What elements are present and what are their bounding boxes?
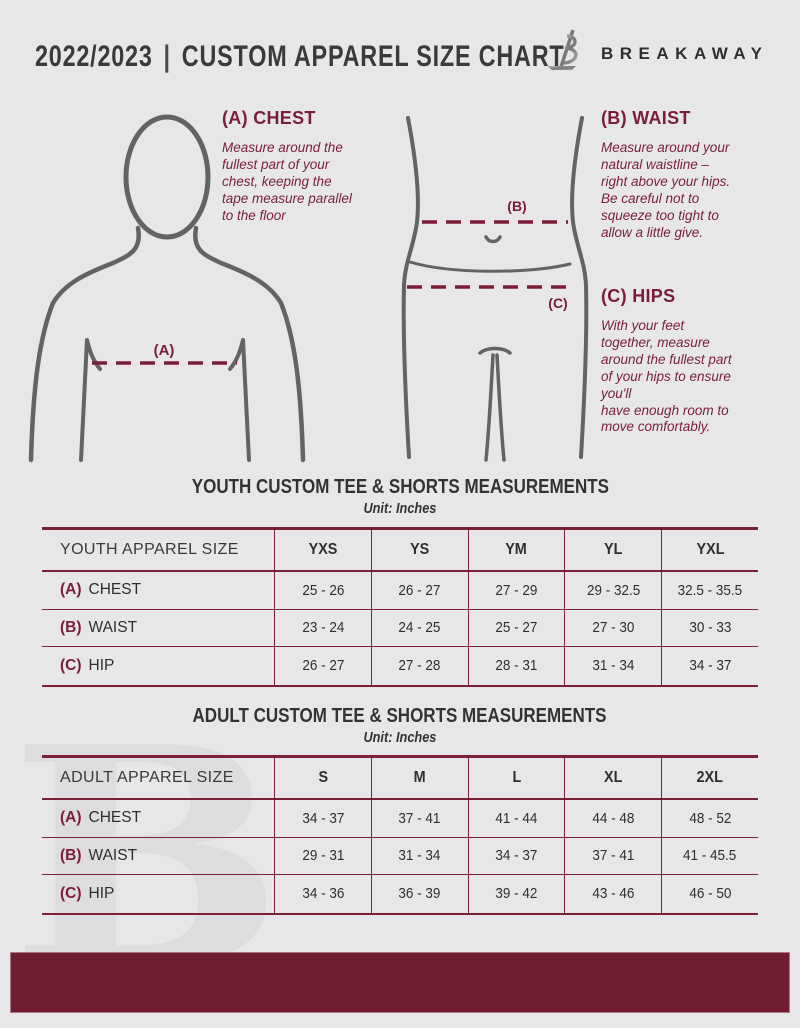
measurement-cell: 27 - 30 xyxy=(564,609,662,647)
title-year: 2022/2023 xyxy=(35,40,153,73)
measurement-cell: 39 - 42 xyxy=(467,875,565,913)
column-header-yxs: YXS xyxy=(274,530,371,572)
column-header-2xl: 2XL xyxy=(661,758,758,800)
figure-left-shoulder-arm xyxy=(28,225,142,463)
figure-left-inner-arm xyxy=(79,338,102,462)
column-header-xl: XL xyxy=(564,758,662,800)
measurement-cell: 48 - 52 xyxy=(661,800,758,838)
figure-right-torso-leg xyxy=(570,116,589,459)
lower-body-figure: (B) (C) xyxy=(401,116,589,462)
youth-unit-label: Unit: Inches xyxy=(363,500,437,517)
figure-left-inner-leg xyxy=(484,353,495,462)
waist-marker-label: (B) xyxy=(507,198,526,214)
measurement-cell: 34 - 37 xyxy=(274,800,371,838)
hips-guide: (C) HIPS With your feet together, measur… xyxy=(601,286,797,436)
measurement-cell: 34 - 37 xyxy=(467,837,565,875)
figure-waistband-curve xyxy=(408,260,572,273)
title-divider: | xyxy=(163,40,171,73)
measurement-cell: 29 - 32.5 xyxy=(564,572,662,610)
measurement-cell: 25 - 26 xyxy=(274,572,371,610)
youth-size-header: YOUTH APPAREL SIZE xyxy=(42,530,274,572)
footer-bar xyxy=(10,952,790,1013)
column-header-yl: YL xyxy=(564,530,662,572)
figure-crotch-curve xyxy=(478,346,512,355)
adult-section-title: ADULT CUSTOM TEE & SHORTS MEASUREMENTS xyxy=(192,705,608,727)
waist-guide-heading: (B) WAIST xyxy=(601,108,691,128)
measurement-cell: 36 - 39 xyxy=(370,875,468,913)
upper-body-figure: (A) xyxy=(28,114,306,463)
hips-guide-heading: (C) HIPS xyxy=(601,286,676,306)
page-title: 2022/2023 | CUSTOM APPAREL SIZE CHART xyxy=(35,40,714,74)
measurement-cell: 43 - 46 xyxy=(564,875,661,913)
measurement-cell: 46 - 50 xyxy=(661,875,758,913)
measurement-cell: 31 - 34 xyxy=(370,837,468,875)
youth-size-table: YOUTH APPAREL SIZE YXS YS YM YL YXL (A) C… xyxy=(42,527,758,687)
row-label-waist: (B) WAIST xyxy=(42,838,274,875)
adult-size-table: ADULT APPAREL SIZE S M L XL 2XL (A) CHEST… xyxy=(42,755,758,915)
figure-right-inner-arm xyxy=(228,338,251,462)
chest-guide-text: Measure around the fullest part of your … xyxy=(222,140,352,223)
figure-navel xyxy=(484,235,502,244)
measurement-cell: 26 - 27 xyxy=(274,647,371,685)
row-label-chest: (A) CHEST xyxy=(42,800,274,838)
row-label-hip: (C) HIP xyxy=(60,656,115,674)
row-label-waist: (B) WAIST xyxy=(42,610,274,647)
column-header-m: M xyxy=(370,758,468,800)
figure-right-inner-leg xyxy=(495,353,506,462)
measurement-cell: 24 - 25 xyxy=(370,609,468,647)
measurement-cell: 44 - 48 xyxy=(564,800,662,838)
breakaway-logo-icon xyxy=(547,29,578,70)
column-header-yxl: YXL xyxy=(661,530,758,572)
measurement-cell: 32.5 - 35.5 xyxy=(661,572,758,610)
waist-guide-text: Measure around your natural waistline – … xyxy=(601,140,731,240)
chest-guide: (A) CHEST Measure around the fullest par… xyxy=(222,108,418,225)
measurement-cell: 31 - 34 xyxy=(564,647,661,685)
figure-head-outline xyxy=(123,114,211,240)
measurement-cell: 34 - 37 xyxy=(661,647,758,685)
figure-left-torso-leg xyxy=(401,116,420,459)
youth-section-title: YOUTH CUSTOM TEE & SHORTS MEASUREMENTS xyxy=(191,476,609,498)
waist-guide: (B) WAIST Measure around your natural wa… xyxy=(601,108,797,241)
brand-name: BREAKAWAY xyxy=(601,44,769,63)
chest-guide-heading: (A) CHEST xyxy=(222,108,316,128)
adult-unit-label: Unit: Inches xyxy=(363,729,437,746)
measurement-cell: 41 - 44 xyxy=(467,800,565,838)
measurement-cell: 29 - 31 xyxy=(274,837,371,875)
adult-size-header: ADULT APPAREL SIZE xyxy=(42,758,274,800)
title-main: CUSTOM APPAREL SIZE CHART xyxy=(181,40,565,73)
measurement-cell: 27 - 28 xyxy=(370,647,468,685)
measurement-cell: 28 - 31 xyxy=(467,647,565,685)
chest-marker-label: (A) xyxy=(154,342,175,359)
measurement-cell: 37 - 41 xyxy=(370,800,468,838)
measurement-cell: 25 - 27 xyxy=(467,609,565,647)
figure-right-shoulder-arm xyxy=(192,225,306,463)
column-header-s: S xyxy=(274,758,371,800)
measurement-cell: 26 - 27 xyxy=(370,572,468,610)
column-header-ys: YS xyxy=(370,530,468,572)
hips-marker-label: (C) xyxy=(548,295,567,311)
column-header-ym: YM xyxy=(467,530,565,572)
measurement-cell: 27 - 29 xyxy=(467,572,565,610)
measurement-cell: 34 - 36 xyxy=(274,875,371,913)
measurement-cell: 41 - 45.5 xyxy=(661,837,758,875)
column-header-l: L xyxy=(467,758,565,800)
hips-guide-text: With your feet together, measure around … xyxy=(601,318,732,435)
row-label-hip: (C) HIP xyxy=(60,884,115,902)
measurement-cell: 37 - 41 xyxy=(564,837,662,875)
measurement-cell: 30 - 33 xyxy=(661,609,758,647)
row-label-chest: (A) CHEST xyxy=(42,572,274,610)
measurement-cell: 23 - 24 xyxy=(274,609,371,647)
